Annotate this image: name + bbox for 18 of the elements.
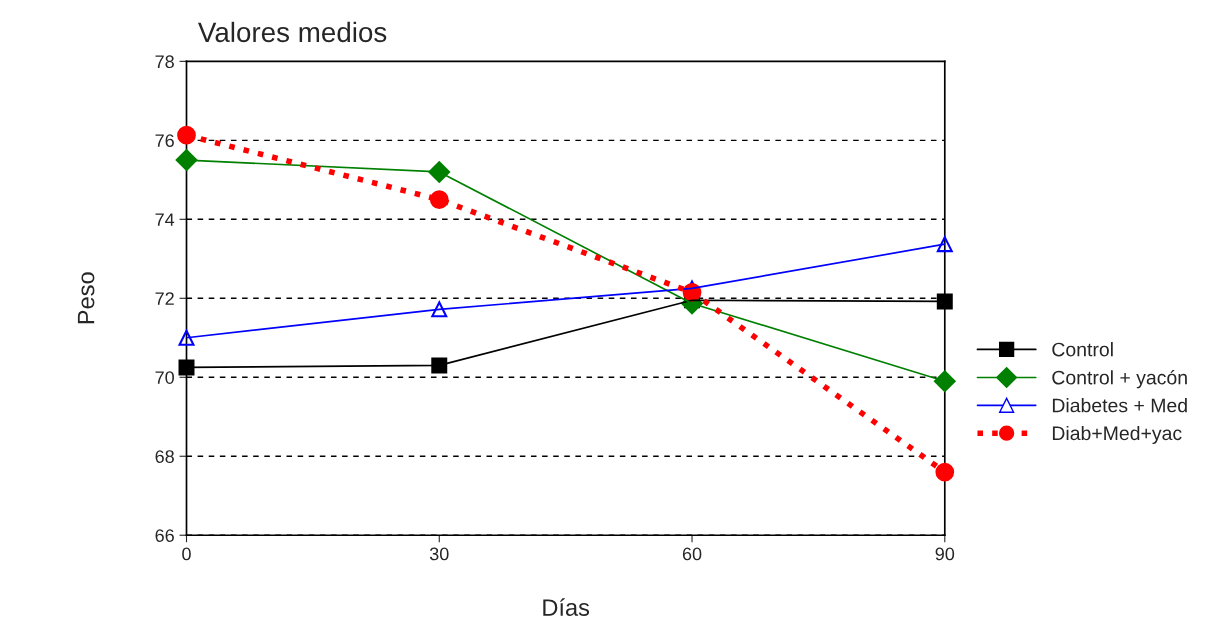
x-tick-label: 90 xyxy=(935,547,955,561)
y-tick-label: 70 xyxy=(155,371,174,384)
chart-title: Valores medios xyxy=(198,21,387,43)
y-tick-label: 78 xyxy=(155,55,174,69)
legend-label: Control + yacón xyxy=(1052,369,1187,389)
y-tick-label: 72 xyxy=(155,292,174,305)
y-tick-label: 68 xyxy=(155,450,174,463)
y-tick-label: 76 xyxy=(155,134,174,148)
y-tick-label: 74 xyxy=(155,213,175,226)
x-axis-title: Días xyxy=(543,598,590,616)
legend-label: Diab+Med+yac xyxy=(1052,425,1182,445)
x-tick-label: 60 xyxy=(682,547,702,561)
x-tick-label: 0 xyxy=(182,547,191,561)
x-tick-label: 30 xyxy=(429,547,449,561)
legend-label: Control xyxy=(1052,342,1113,357)
y-tick-label: 66 xyxy=(155,529,174,542)
legend-label: Diabetes + Med xyxy=(1052,398,1187,413)
y-axis-title: Peso xyxy=(77,272,95,324)
